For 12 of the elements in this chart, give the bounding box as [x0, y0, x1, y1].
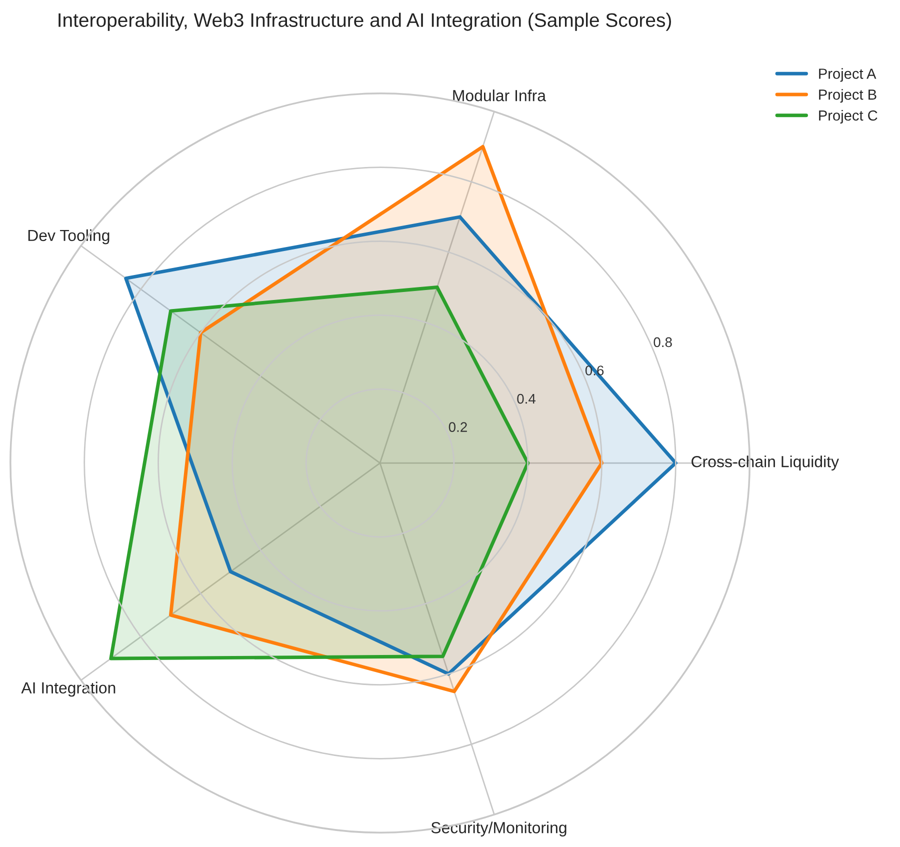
- legend-label: Project C: [819, 110, 878, 124]
- chart-title: Interoperability, Web3 Infrastructure and AI Integration (Sample Scores): [58, 12, 671, 31]
- y-tick-label: 0.4: [517, 394, 536, 404]
- spoke-label: Security/Monitoring: [431, 822, 566, 836]
- legend-label: Project A: [819, 68, 876, 82]
- spoke-label: Modular Infra: [453, 90, 546, 102]
- spoke-label: Dev Tooling: [28, 229, 110, 244]
- y-tick-label: 0.8: [654, 337, 672, 348]
- legend-label: Project B: [819, 89, 876, 103]
- y-tick-label: 0.2: [448, 422, 467, 432]
- spoke-label: Cross-chain Liquidity: [692, 456, 839, 470]
- spoke-label: AI Integration: [21, 682, 116, 697]
